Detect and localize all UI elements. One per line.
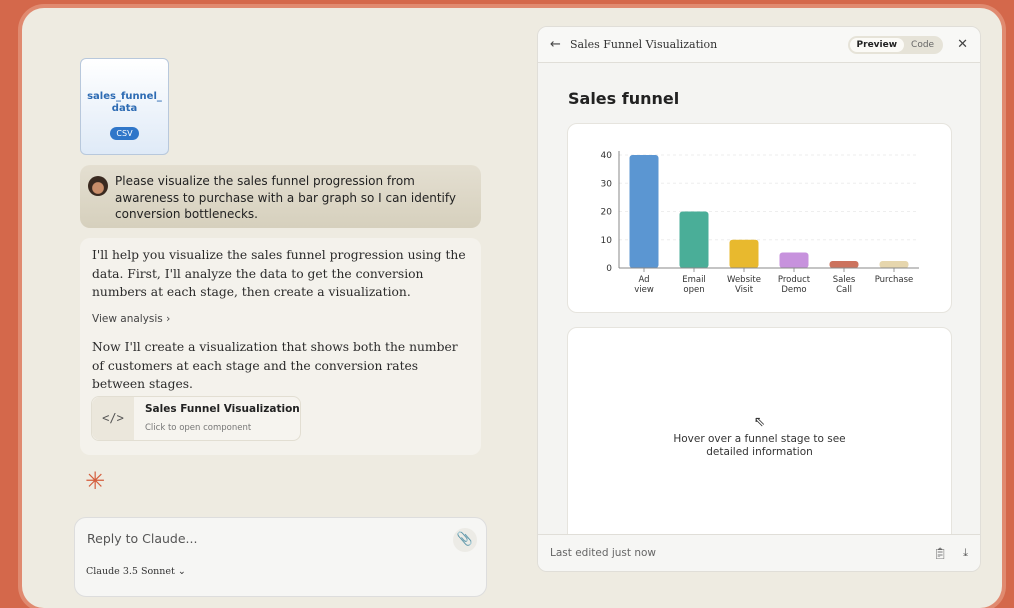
last-edited: Last edited just now	[550, 547, 656, 559]
artifact-panel: ← Sales Funnel Visualization Preview Cod…	[537, 26, 981, 572]
chevron-right-icon: ›	[166, 312, 171, 325]
close-icon[interactable]: ✕	[957, 37, 968, 52]
reply-input[interactable]: Reply to Claude... 📎 Claude 3.5 Sonnet ⌄	[74, 517, 487, 597]
reply-placeholder: Reply to Claude...	[87, 531, 198, 546]
model-name: Claude 3.5 Sonnet	[86, 566, 175, 577]
x-tick-label: Email open	[682, 275, 706, 295]
view-analysis-link[interactable]: View analysis ›	[92, 310, 469, 329]
csv-file-attachment[interactable]: sales_funnel_ data CSV	[80, 58, 169, 155]
panel-footer: Last edited just now 📋︎ ⤓	[538, 534, 980, 571]
y-tick-label: 30	[601, 179, 613, 189]
hover-hint-text: Hover over a funnel stage to see detaile…	[673, 433, 846, 458]
artifact-subtitle: Click to open component	[145, 422, 252, 433]
bar-ad-view	[629, 155, 659, 268]
bar-email-open	[679, 211, 709, 268]
cursor-click-icon: ⇖	[753, 414, 766, 430]
model-selector[interactable]: Claude 3.5 Sonnet ⌄	[86, 566, 186, 577]
x-tick-label: Website Visit	[727, 275, 761, 295]
x-tick-label: Purchase	[875, 275, 914, 285]
claude-logo-icon: ✳	[85, 467, 106, 495]
artifact-card[interactable]: </> Sales Funnel Visualization Click to …	[91, 396, 301, 441]
preview-code-toggle: Preview Code	[847, 35, 944, 54]
tab-code[interactable]: Code	[911, 39, 935, 50]
back-arrow-icon[interactable]: ←	[550, 37, 561, 52]
view-analysis-label: View analysis	[92, 312, 163, 325]
panel-title: Sales Funnel Visualization	[570, 38, 718, 51]
y-tick-label: 20	[601, 208, 613, 218]
page-title: Sales funnel	[568, 89, 680, 108]
y-tick-label: 10	[601, 236, 613, 246]
download-icon[interactable]: ⤓	[963, 546, 968, 559]
x-tick-label: Ad view	[634, 275, 654, 295]
bar-purchase	[879, 260, 909, 268]
code-icon: </>	[92, 397, 134, 440]
chevron-down-icon: ⌄	[177, 566, 186, 577]
avatar	[88, 176, 108, 196]
user-message: Please visualize the sales funnel progre…	[80, 165, 481, 228]
assistant-paragraph: I'll help you visualize the sales funnel…	[92, 248, 466, 299]
file-name: sales_funnel_ data	[87, 91, 162, 114]
details-card: ⇖ Hover over a funnel stage to see detai…	[567, 327, 952, 547]
user-message-text: Please visualize the sales funnel progre…	[115, 174, 456, 221]
bar-website-visit	[729, 239, 759, 268]
paperclip-icon[interactable]: 📎	[453, 528, 477, 552]
hover-hint: ⇖ Hover over a funnel stage to see detai…	[568, 414, 951, 459]
bar-product-demo	[779, 252, 809, 268]
y-tick-label: 0	[606, 264, 612, 274]
panel-header: ← Sales Funnel Visualization Preview Cod…	[538, 27, 980, 63]
bar-sales-call	[829, 260, 859, 268]
chart-card: 0 10 20 30 40 Ad view Email open Website Visit Prod…	[567, 123, 952, 313]
bar-chart: 0 10 20 30 40 Ad view Email open Website Visit Prod…	[601, 151, 919, 295]
file-type-badge: CSV	[110, 127, 139, 140]
x-tick-label: Product Demo	[778, 275, 811, 295]
copy-icon[interactable]: 📋︎	[933, 546, 948, 560]
assistant-message: I'll help you visualize the sales funnel…	[80, 238, 481, 455]
tab-preview[interactable]: Preview	[849, 37, 905, 52]
assistant-paragraph: Now I'll create a visualization that sho…	[92, 340, 458, 391]
x-tick-label: Sales Call	[833, 275, 856, 295]
artifact-title: Sales Funnel Visualization	[145, 403, 300, 415]
y-tick-label: 40	[601, 151, 613, 161]
